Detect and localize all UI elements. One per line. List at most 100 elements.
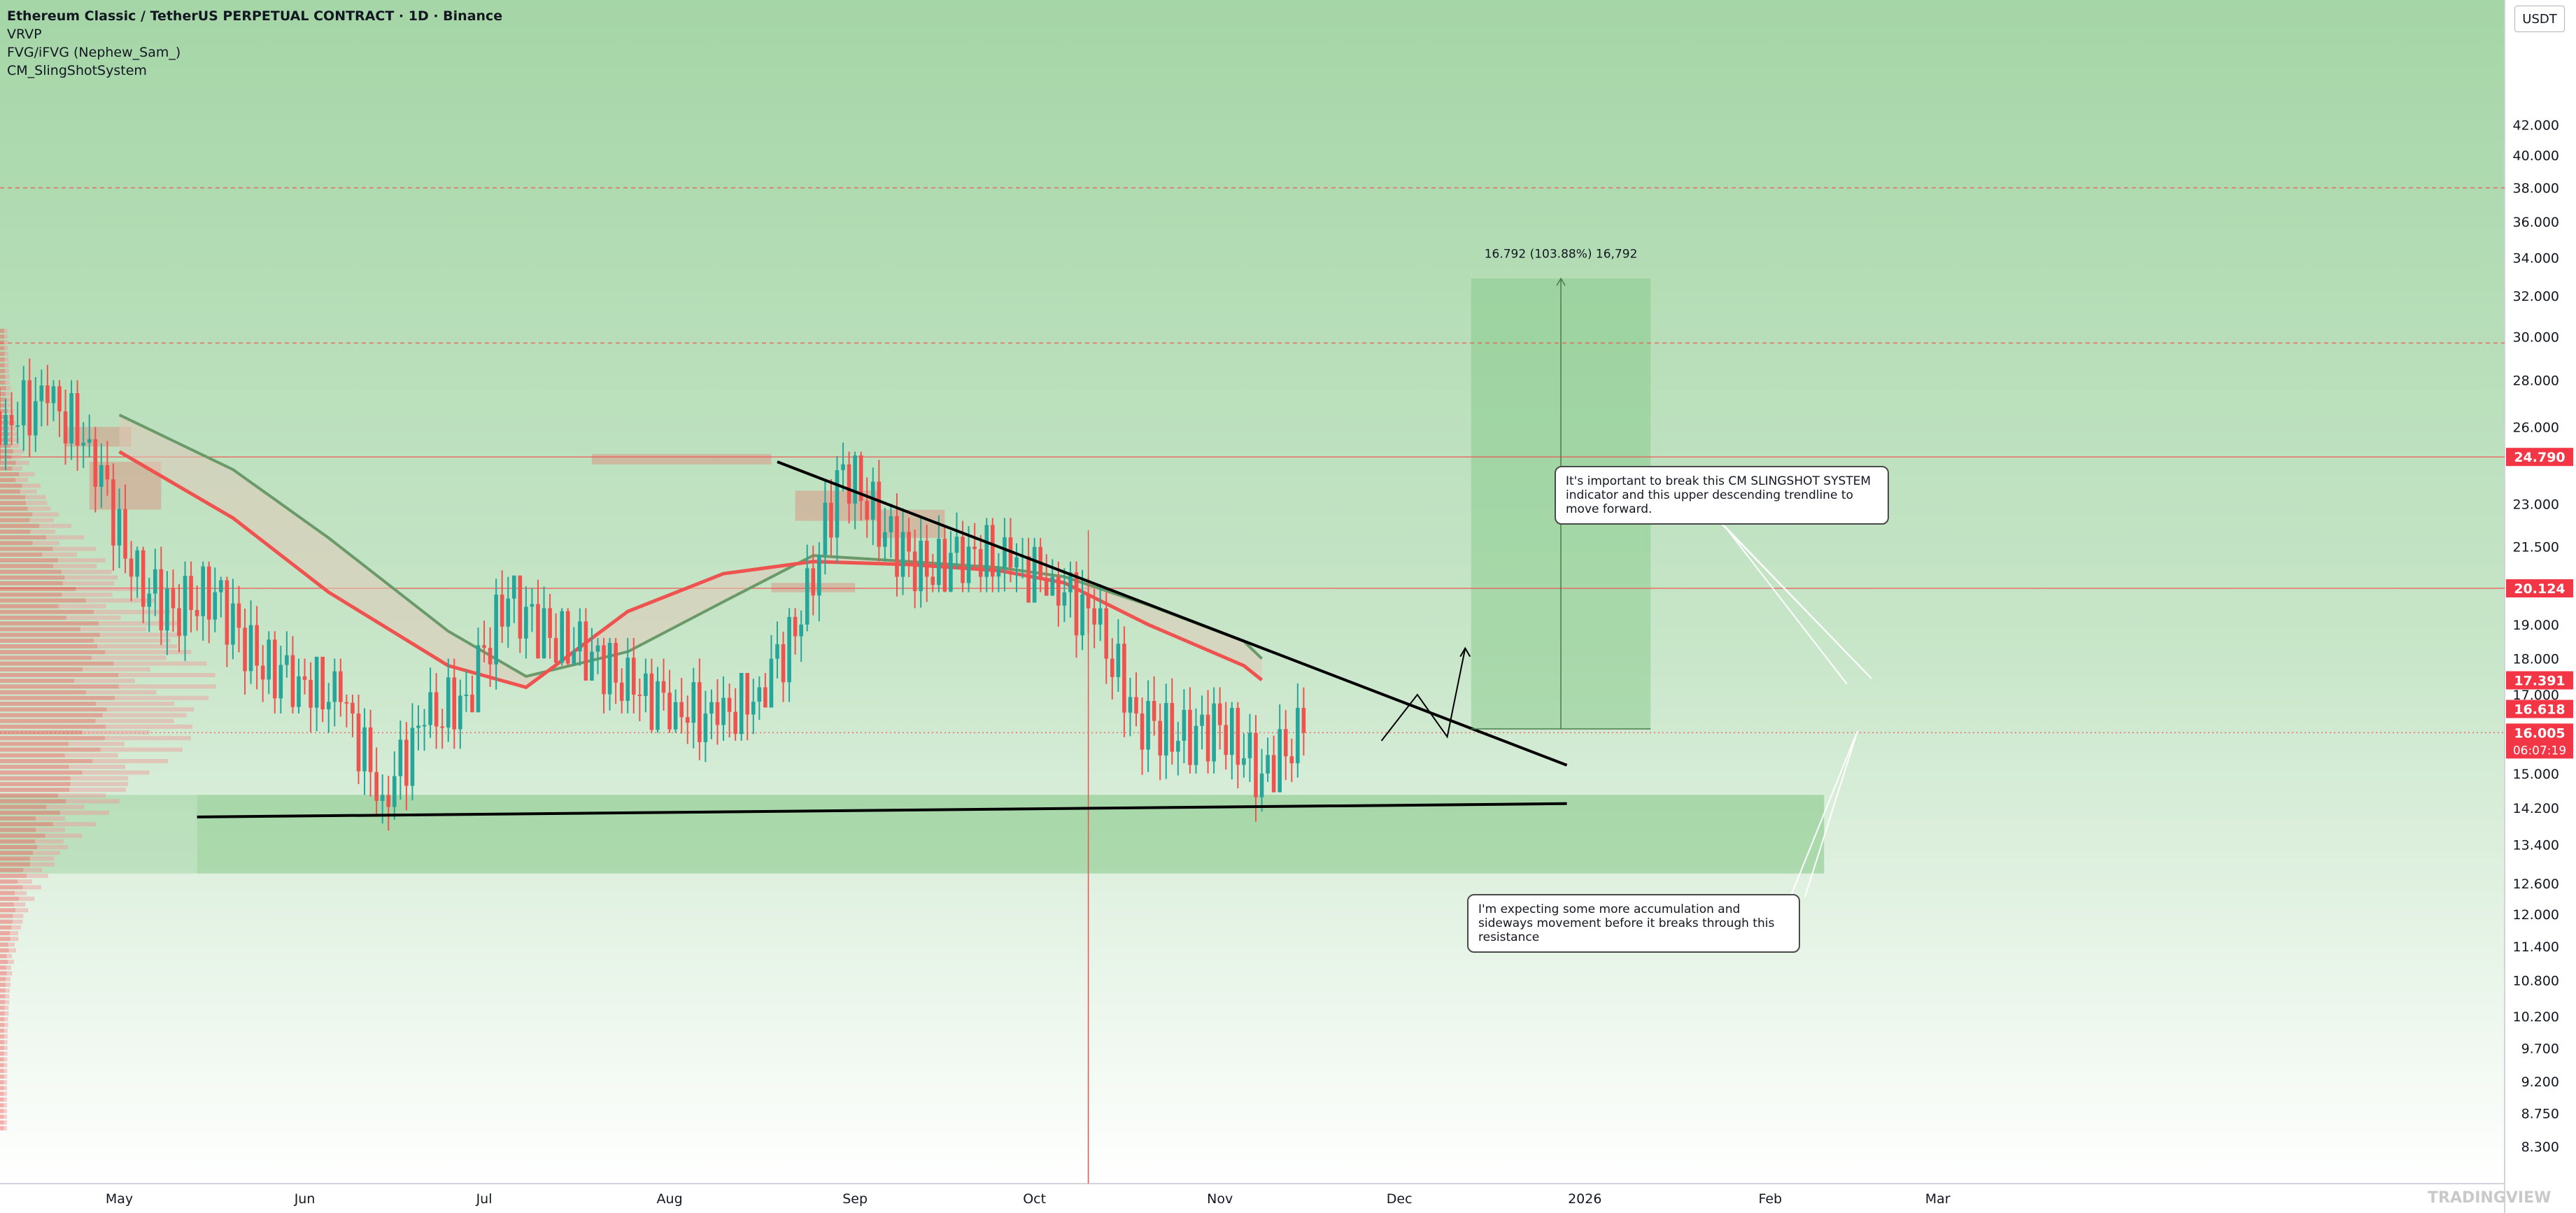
candle-body [858,455,863,502]
volume-bar-buy [19,472,35,476]
volume-bar-sell [0,960,8,964]
volume-bar-buy [5,994,10,999]
candle-body [1296,707,1300,764]
volume-bar-buy [10,437,20,442]
plot-background [0,0,2505,1184]
volume-bar-sell [0,702,96,706]
candle-body [572,651,576,664]
y-tick-label: 14.200 [2513,801,2559,816]
candle-body [404,739,409,786]
candle-body [57,386,62,412]
currency-button[interactable]: USDT [2514,6,2565,32]
chart-legend: Ethereum Classic / TetherUS PERPETUAL CO… [7,7,502,80]
candle-body [356,714,361,772]
volume-bar-sell [0,919,13,924]
y-tick-label: 8.750 [2521,1106,2559,1121]
volume-bar-buy [25,495,46,499]
volume-bar-buy [80,627,146,632]
candle-body [1194,725,1198,765]
candle-body [709,702,714,714]
volume-bar-sell [0,879,18,884]
volume-bar-buy [97,644,178,648]
candle-body [141,550,146,607]
indicator-slingshot[interactable]: CM_SlingShotSystem [7,63,147,78]
volume-bar-sell [0,988,6,993]
y-tick-label: 40.000 [2513,148,2559,164]
volume-bar-sell [0,409,8,413]
volume-bar-buy [3,1057,8,1062]
volume-bar-sell [0,1074,4,1079]
volume-bar-sell [0,977,6,981]
candle-body [494,595,498,665]
volume-bar-sell [0,632,100,637]
candle-body [595,645,600,652]
volume-bar-buy [76,587,139,591]
volume-bar-sell [0,862,30,867]
indicator-vrvp[interactable]: VRVP [7,27,42,42]
candle-body [835,470,840,538]
accumulation-annotation[interactable]: I'm expecting some more accumulation and… [1467,894,1800,953]
volume-bar-buy [9,432,18,437]
indicator-fvg[interactable]: FVG/iFVG (Nephew_Sam_) [7,45,181,60]
x-tick-label: Sep [842,1191,868,1207]
volume-bar-sell [0,1017,5,1021]
candle-body [1176,740,1180,752]
volume-bar-buy [64,753,118,758]
candle-body [751,702,756,715]
volume-bar-sell [0,891,15,895]
volume-bar-sell [0,931,10,935]
volume-bar-sell [0,415,8,419]
trendline-resistance [777,460,1568,767]
candle-body [1080,594,1084,636]
volume-bar-buy [5,392,10,397]
candle-body [607,643,612,695]
volume-bar-sell [0,667,83,672]
volume-bar-buy [85,690,157,695]
price-tag-countdown: 06:07:19 [2513,744,2566,758]
candle-body [954,537,959,553]
price-tag-label: 24.790 [2514,450,2565,465]
y-tick-label: 23.000 [2513,497,2559,513]
y-tick-label: 11.400 [2513,939,2559,955]
projection-path [1380,648,1466,742]
volume-bar-buy [4,351,8,356]
slingshot-annotation[interactable]: It's important to break this CM SLINGSHO… [1555,466,1889,525]
price-tag [2506,671,2573,690]
accumulation-annotation-text: I'm expecting some more accumulation and… [1478,902,1775,944]
volume-bar-sell [0,1109,4,1114]
volume-bar-buy [3,1074,8,1079]
candle-body [386,795,391,807]
volume-bar-buy [83,667,150,672]
volume-bar-buy [8,942,15,947]
candle-body [470,695,474,713]
volume-bar-sell [0,804,47,809]
demand-zone [197,795,1825,874]
candle-body [775,644,779,659]
candle-body [644,673,648,697]
candle-body [458,695,462,730]
volume-bar-buy [93,638,171,643]
candle-body [739,672,744,735]
volume-bar-sell [0,867,24,872]
candle-body [637,695,642,697]
candle-body [1283,729,1288,757]
volume-bar-sell [0,908,16,913]
volume-bar-buy [12,466,22,471]
volume-bar-sell [0,724,106,729]
x-tick-label: Jul [476,1191,493,1207]
volume-bar-sell [0,616,66,620]
candle-body [721,697,726,725]
symbol-title[interactable]: Ethereum Classic / TetherUS PERPETUAL CO… [7,8,503,24]
candle-body [440,726,444,728]
candle-body [314,656,319,708]
y-tick-label: 26.000 [2513,420,2559,435]
volume-bar-sell [0,718,96,723]
volume-bar-sell [0,965,6,970]
volume-bar-buy [17,879,33,884]
candle-body [1230,707,1234,756]
price-tag [2506,700,2573,718]
volume-bar-sell [0,650,106,655]
candle-body [733,711,737,735]
volume-bar-sell [0,770,83,775]
